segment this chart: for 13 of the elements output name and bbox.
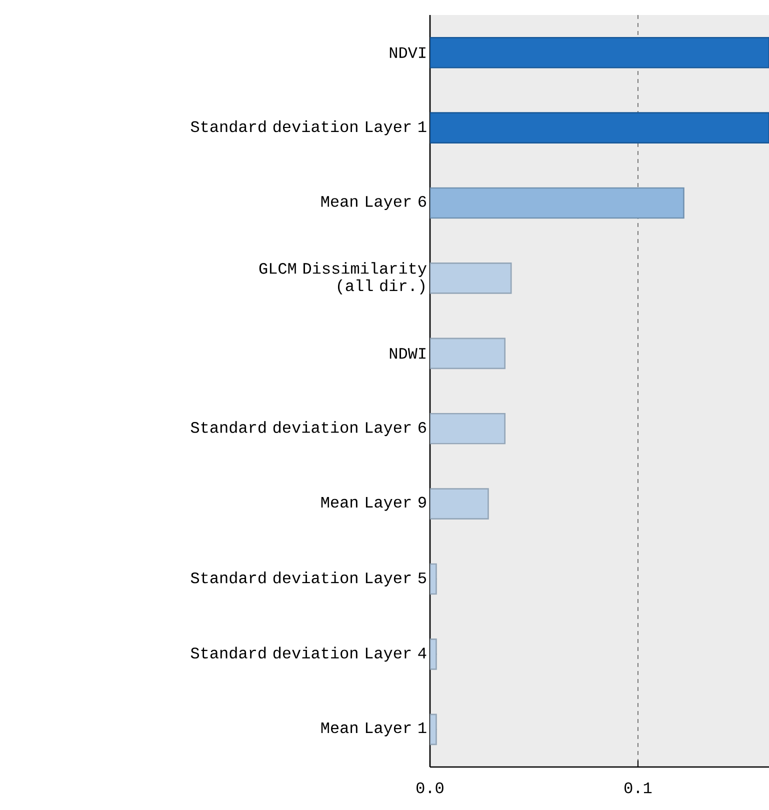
y-tick-label: NDWI — [390, 348, 426, 359]
y-tick-label: Standard deviation Layer 5 — [190, 572, 426, 586]
y-tick-label: Mean Layer 6 — [321, 196, 426, 210]
y-tick-label: NDVI — [390, 47, 426, 58]
x-tick-label: 0.0 — [416, 782, 444, 794]
x-tick-label: 0.1 — [624, 782, 652, 794]
y-tick-label: Standard deviation Layer 4 — [190, 646, 426, 662]
bar — [430, 338, 506, 370]
y-tick-label: Standard deviation Layer 6 — [190, 421, 426, 436]
y-tick-label: Mean Layer 1 — [321, 722, 426, 736]
y-tick-label: GLCM Dissimilarity (all dir.) — [259, 262, 426, 294]
y-tick-label: Standard deviation Layer 1 — [190, 120, 426, 136]
y-tick-label: Mean Layer 9 — [321, 496, 426, 511]
